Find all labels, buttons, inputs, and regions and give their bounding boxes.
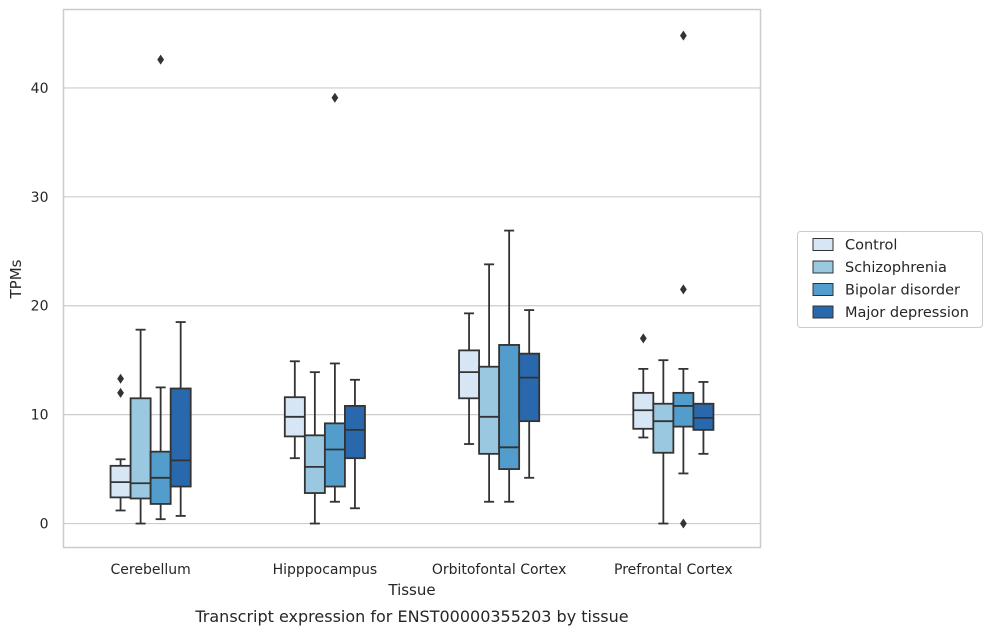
box-iqr: [672, 391, 695, 428]
legend-label: Bipolar disorder: [845, 283, 960, 299]
box-iqr: [323, 422, 346, 488]
box-schizophrenia: [652, 359, 675, 525]
legend-label: Major depression: [845, 305, 969, 321]
outlier-point: [679, 518, 687, 529]
box-iqr: [518, 352, 541, 423]
x-axis-label: Tissue: [387, 581, 435, 599]
legend-label: Control: [845, 238, 897, 254]
legend-swatch: [812, 260, 834, 274]
box-control: [283, 360, 306, 460]
outlier-point: [679, 30, 687, 41]
x-tick-label: Hipppocampus: [273, 562, 378, 578]
box-iqr: [498, 344, 521, 470]
y-tick-label: 20: [31, 299, 49, 315]
box-iqr: [458, 349, 480, 400]
x-tick-label: Cerebellum: [111, 562, 191, 578]
box-iqr: [478, 365, 501, 455]
y-tick-label: 0: [40, 517, 49, 533]
box-iqr: [652, 402, 675, 454]
outlier-point: [157, 54, 165, 65]
x-tick-label: Prefrontal Cortex: [614, 562, 733, 578]
y-axis-label: TPMs: [7, 259, 25, 299]
y-tick-label: 40: [31, 81, 49, 97]
box-iqr: [344, 405, 366, 460]
outlier-point: [117, 373, 124, 384]
box-bipolar-disorder: [323, 92, 346, 503]
box-major-depression: [692, 381, 715, 455]
legend-swatch: [812, 283, 834, 296]
x-axis-ticks: Cerebellum Hipppocampus Orbitofontal Corte…: [111, 562, 733, 578]
legend-label: Schizophrenia: [845, 260, 947, 276]
box-plot-marks: [109, 30, 715, 529]
box-major-depression: [518, 309, 541, 479]
box-iqr: [692, 402, 715, 431]
outlier-point: [639, 333, 647, 344]
legend-frame: [797, 231, 983, 328]
outlier-point: [117, 387, 124, 398]
box-schizophrenia: [129, 328, 152, 525]
box-iqr: [169, 387, 192, 488]
legend: Control Schizophrenia Bipolar disorder Majo…: [797, 231, 983, 328]
y-tick-label: 30: [31, 190, 49, 206]
x-tick-label: Orbitofontal Cortex: [432, 562, 567, 578]
outlier-point: [331, 92, 339, 103]
box-iqr: [129, 397, 152, 500]
box-iqr: [303, 434, 326, 494]
box-major-depression: [169, 321, 192, 517]
chart-caption: Transcript expression for ENST0000035520…: [194, 607, 628, 626]
y-axis-ticks: 0 10 20 30 40: [31, 81, 49, 533]
box-schizophrenia: [303, 371, 326, 525]
legend-swatch: [812, 305, 834, 319]
box-control: [109, 373, 132, 512]
legend-swatch: [812, 238, 834, 251]
box-control: [632, 333, 655, 439]
y-tick-label: 10: [31, 408, 49, 424]
box-major-depression: [344, 378, 366, 510]
outlier-point: [679, 284, 687, 295]
